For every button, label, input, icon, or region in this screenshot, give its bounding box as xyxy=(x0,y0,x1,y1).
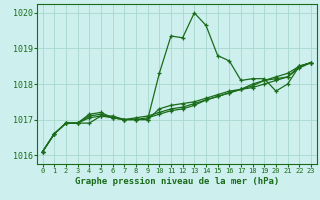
X-axis label: Graphe pression niveau de la mer (hPa): Graphe pression niveau de la mer (hPa) xyxy=(75,177,279,186)
